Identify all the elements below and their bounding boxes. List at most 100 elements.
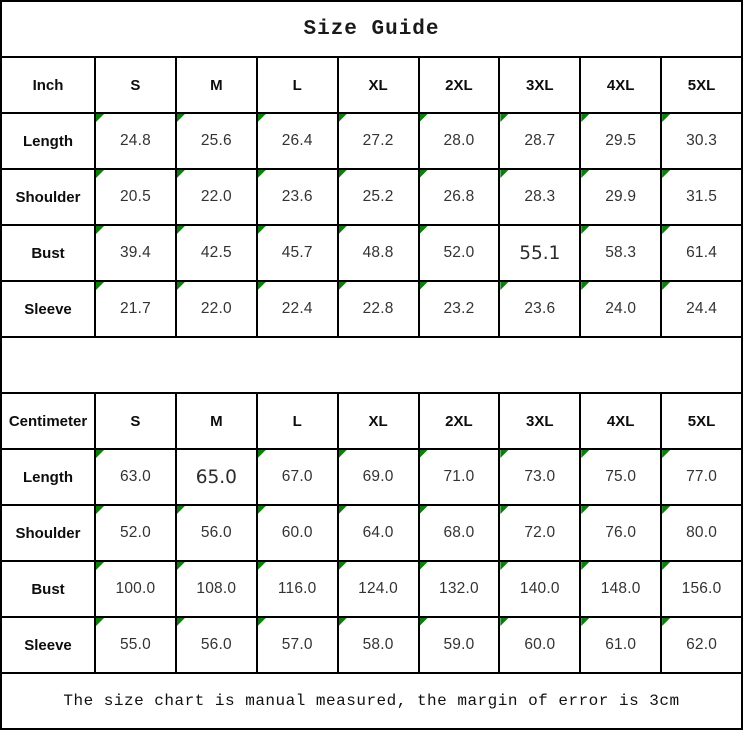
- green-corner-flag-icon: [338, 170, 347, 178]
- size-header-inch-m: M: [174, 56, 256, 112]
- green-corner-flag-icon: [581, 450, 590, 458]
- cell-inch-length-s: 24.8: [94, 112, 175, 168]
- cell-centimeter-bust-l: 116.0: [255, 560, 337, 616]
- green-corner-flag-icon: [96, 114, 104, 122]
- footer-note: The size chart is manual measured, the m…: [2, 672, 741, 728]
- row-label-inch-bust: Bust: [2, 224, 94, 280]
- size-header-inch-s: S: [94, 56, 175, 112]
- green-corner-flag-icon: [176, 114, 185, 122]
- green-corner-flag-icon: [176, 282, 185, 290]
- green-corner-flag-icon: [419, 618, 428, 626]
- green-corner-flag-icon: [338, 618, 347, 626]
- green-corner-flag-icon: [96, 562, 104, 570]
- cell-centimeter-shoulder-xl: 64.0: [336, 504, 418, 560]
- green-corner-flag-icon: [257, 226, 266, 234]
- green-corner-flag-icon: [500, 506, 509, 514]
- green-corner-flag-icon: [176, 170, 185, 178]
- green-corner-flag-icon: [257, 618, 266, 626]
- cell-inch-shoulder-3xl: 28.3: [498, 168, 580, 224]
- green-corner-flag-icon: [419, 282, 428, 290]
- cell-centimeter-length-4xl: 75.0: [579, 448, 661, 504]
- row-label-inch-length: Length: [2, 112, 94, 168]
- cell-inch-shoulder-4xl: 29.9: [579, 168, 661, 224]
- page-title: Size Guide: [303, 17, 440, 41]
- cell-inch-bust-xl: 48.8: [336, 224, 418, 280]
- cell-centimeter-length-m: 65.0: [174, 448, 256, 504]
- green-corner-flag-icon: [500, 450, 509, 458]
- cell-centimeter-length-xl: 69.0: [336, 448, 418, 504]
- green-corner-flag-icon: [96, 226, 104, 234]
- green-corner-flag-icon: [96, 450, 104, 458]
- green-corner-flag-icon: [257, 562, 266, 570]
- green-corner-flag-icon: [419, 506, 428, 514]
- green-corner-flag-icon: [662, 226, 671, 234]
- cell-inch-bust-s: 39.4: [94, 224, 175, 280]
- green-corner-flag-icon: [96, 170, 104, 178]
- row-label-centimeter-sleeve: Sleeve: [2, 616, 94, 672]
- cell-centimeter-bust-s: 100.0: [94, 560, 175, 616]
- size-header-centimeter-m: M: [174, 392, 256, 448]
- green-corner-flag-icon: [581, 562, 590, 570]
- green-corner-flag-icon: [257, 506, 266, 514]
- green-corner-flag-icon: [500, 618, 509, 626]
- cell-centimeter-length-s: 63.0: [94, 448, 175, 504]
- green-corner-flag-icon: [419, 226, 428, 234]
- green-corner-flag-icon: [581, 114, 590, 122]
- green-corner-flag-icon: [176, 562, 185, 570]
- cell-inch-length-xl: 27.2: [336, 112, 418, 168]
- cell-inch-shoulder-s: 20.5: [94, 168, 175, 224]
- cell-inch-length-m: 25.6: [174, 112, 256, 168]
- size-header-centimeter-4xl: 4XL: [579, 392, 661, 448]
- green-corner-flag-icon: [338, 226, 347, 234]
- cell-inch-length-2xl: 28.0: [417, 112, 499, 168]
- cell-inch-shoulder-5xl: 31.5: [660, 168, 741, 224]
- cell-inch-shoulder-m: 22.0: [174, 168, 256, 224]
- cell-centimeter-sleeve-l: 57.0: [255, 616, 337, 672]
- cell-inch-bust-2xl: 52.0: [417, 224, 499, 280]
- size-header-inch-l: L: [255, 56, 337, 112]
- cell-centimeter-bust-2xl: 132.0: [417, 560, 499, 616]
- cell-centimeter-length-l: 67.0: [255, 448, 337, 504]
- green-corner-flag-icon: [662, 282, 671, 290]
- green-corner-flag-icon: [419, 450, 428, 458]
- cell-inch-length-5xl: 30.3: [660, 112, 741, 168]
- cell-centimeter-length-2xl: 71.0: [417, 448, 499, 504]
- green-corner-flag-icon: [581, 226, 590, 234]
- cell-centimeter-sleeve-4xl: 61.0: [579, 616, 661, 672]
- cell-centimeter-shoulder-4xl: 76.0: [579, 504, 661, 560]
- row-label-inch-shoulder: Shoulder: [2, 168, 94, 224]
- cell-centimeter-bust-3xl: 140.0: [498, 560, 580, 616]
- cell-inch-bust-3xl: 55.1: [498, 224, 580, 280]
- green-corner-flag-icon: [500, 114, 509, 122]
- cell-centimeter-bust-5xl: 156.0: [660, 560, 741, 616]
- cell-inch-sleeve-m: 22.0: [174, 280, 256, 336]
- green-corner-flag-icon: [257, 282, 266, 290]
- cell-inch-length-3xl: 28.7: [498, 112, 580, 168]
- cell-inch-length-4xl: 29.5: [579, 112, 661, 168]
- green-corner-flag-icon: [500, 170, 509, 178]
- green-corner-flag-icon: [257, 170, 266, 178]
- green-corner-flag-icon: [338, 506, 347, 514]
- cell-inch-shoulder-xl: 25.2: [336, 168, 418, 224]
- unit-header-inch: Inch: [2, 56, 94, 112]
- green-corner-flag-icon: [500, 282, 509, 290]
- green-corner-flag-icon: [581, 170, 590, 178]
- cell-inch-shoulder-2xl: 26.8: [417, 168, 499, 224]
- size-header-centimeter-xl: XL: [336, 392, 418, 448]
- cell-inch-sleeve-4xl: 24.0: [579, 280, 661, 336]
- size-header-inch-4xl: 4XL: [579, 56, 661, 112]
- cell-centimeter-bust-xl: 124.0: [336, 560, 418, 616]
- green-corner-flag-icon: [662, 170, 671, 178]
- green-corner-flag-icon: [338, 282, 347, 290]
- green-corner-flag-icon: [662, 562, 671, 570]
- size-header-centimeter-3xl: 3XL: [498, 392, 580, 448]
- cell-inch-length-l: 26.4: [255, 112, 337, 168]
- green-corner-flag-icon: [96, 618, 104, 626]
- size-header-centimeter-s: S: [94, 392, 175, 448]
- green-corner-flag-icon: [419, 562, 428, 570]
- row-label-centimeter-length: Length: [2, 448, 94, 504]
- row-label-centimeter-shoulder: Shoulder: [2, 504, 94, 560]
- cell-inch-sleeve-5xl: 24.4: [660, 280, 741, 336]
- cell-centimeter-sleeve-3xl: 60.0: [498, 616, 580, 672]
